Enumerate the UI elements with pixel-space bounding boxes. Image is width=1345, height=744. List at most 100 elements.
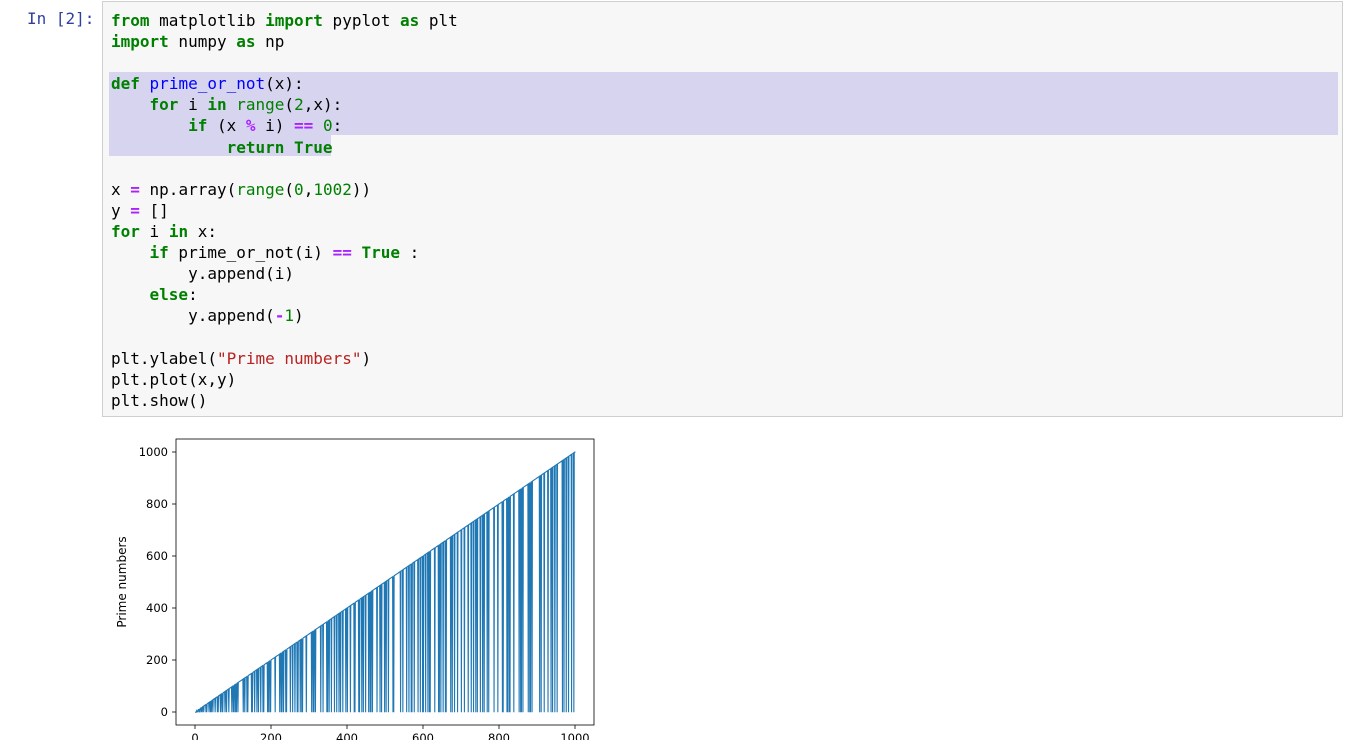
code-token: 0 xyxy=(294,179,304,199)
y-axis-label: Prime numbers xyxy=(115,536,129,627)
code-token: def xyxy=(111,74,140,94)
plot-frame xyxy=(175,438,595,726)
code-token: matplotlib xyxy=(149,11,266,30)
y-tick-label: 400 xyxy=(146,601,168,615)
code-token: y.append(i) xyxy=(111,264,295,284)
code-token: = xyxy=(130,179,140,199)
code-token: for xyxy=(111,221,140,241)
code-token: x: xyxy=(188,221,217,241)
code-token: plt.ylabel( xyxy=(111,348,217,368)
code-token: = xyxy=(130,200,140,220)
code-token xyxy=(111,95,150,114)
y-tick-label: 0 xyxy=(161,705,168,719)
x-tick-label: 400 xyxy=(336,731,358,740)
code-cell[interactable]: from matplotlib import pyplot as plt impo… xyxy=(102,1,1343,417)
output-area: 0 200 400 600 800 1000 0 200 400 600 800 1000 Prime … xyxy=(102,430,602,744)
code-token: np xyxy=(255,32,285,52)
code-token: numpy xyxy=(168,32,237,52)
y-tick-label: 600 xyxy=(146,549,168,563)
code-line: def prime_or_not(x): xyxy=(111,73,458,94)
code-line: plt.ylabel("Prime numbers") xyxy=(111,348,458,369)
code-line: plt.plot(x,y) xyxy=(111,369,458,390)
code-token: y xyxy=(111,200,131,220)
chart: 0 200 400 600 800 1000 0 200 400 600 800 1000 Prime … xyxy=(115,438,595,744)
code-token: pyplot xyxy=(322,11,400,30)
code-line: y.append(i) xyxy=(111,263,458,284)
code-token: ) xyxy=(361,348,372,368)
selection-highlight xyxy=(109,72,1338,135)
code-line: return True xyxy=(111,137,458,158)
code-token: plt.show() xyxy=(111,390,208,410)
code-token: i) xyxy=(255,116,295,136)
code-line: y.append(-1) xyxy=(111,305,458,326)
code-token: True xyxy=(361,243,400,263)
code-token xyxy=(111,285,150,304)
code-token: (x xyxy=(207,116,246,136)
code-editor[interactable]: from matplotlib import pyplot as plt impo… xyxy=(111,10,458,411)
code-token: 1002 xyxy=(313,179,352,199)
x-tick-label: 200 xyxy=(260,731,282,740)
code-token xyxy=(313,116,323,135)
code-token: return xyxy=(226,137,285,157)
y-tick-label: 200 xyxy=(146,653,168,667)
selection-highlight-tail xyxy=(109,135,331,156)
code-token: prime_or_not(i) xyxy=(168,243,333,263)
code-line: plt.show() xyxy=(111,390,458,411)
x-tick-label: 600 xyxy=(412,731,434,740)
code-token xyxy=(111,138,227,157)
code-line xyxy=(111,326,458,347)
code-line: if prime_or_not(i) == True : xyxy=(111,242,458,263)
code-token: as xyxy=(399,11,420,30)
code-line xyxy=(111,52,458,73)
code-token: : xyxy=(332,116,343,136)
cell-prompt: In [2]: xyxy=(27,9,95,28)
code-token: prime_or_not xyxy=(149,74,266,94)
series-line xyxy=(195,451,576,713)
code-line: from matplotlib import pyplot as plt xyxy=(111,10,458,31)
code-token xyxy=(111,116,188,135)
code-token: import xyxy=(111,32,169,52)
code-token: , xyxy=(303,179,314,199)
code-token: [] xyxy=(139,200,169,220)
code-token: : xyxy=(188,285,198,305)
code-line: for i in range(2,x): xyxy=(111,94,458,115)
code-token xyxy=(111,243,150,262)
code-token: 2 xyxy=(294,95,304,115)
code-token: plt xyxy=(419,11,458,30)
code-token: ,x): xyxy=(303,95,343,115)
code-line xyxy=(111,158,458,179)
y-tick-label: 800 xyxy=(146,497,168,511)
code-token: y.append( xyxy=(111,306,275,326)
code-token: plt.plot(x,y) xyxy=(111,369,237,389)
code-token: (x): xyxy=(265,74,304,94)
code-token: )) xyxy=(351,179,372,199)
code-token: if xyxy=(188,116,208,136)
code-token: in xyxy=(168,221,189,241)
code-token: "Prime numbers" xyxy=(216,348,362,368)
code-token: : xyxy=(400,243,420,263)
code-token: range xyxy=(236,95,285,115)
code-token: ) xyxy=(294,306,304,326)
code-token: else xyxy=(149,285,189,305)
x-tick-label: 800 xyxy=(488,731,510,740)
x-tick-label: 0 xyxy=(191,731,198,740)
code-token: 1 xyxy=(284,306,295,326)
code-token: i xyxy=(139,221,169,241)
code-token: x xyxy=(111,179,131,199)
code-line: for i in x: xyxy=(111,221,458,242)
code-line: if (x % i) == 0: xyxy=(111,115,458,136)
code-token: ( xyxy=(284,95,295,115)
code-token: from xyxy=(111,11,150,30)
code-token: for xyxy=(149,95,179,115)
code-token: i xyxy=(178,95,208,115)
code-token xyxy=(284,138,294,157)
code-token: - xyxy=(274,306,285,326)
code-token: == xyxy=(294,116,314,136)
code-token: np.array( xyxy=(139,179,237,199)
code-token: as xyxy=(236,32,256,52)
code-line: else: xyxy=(111,284,458,305)
y-tick-label: 1000 xyxy=(139,445,168,459)
code-token: 0 xyxy=(322,116,333,136)
code-token: True xyxy=(294,137,333,157)
code-token: in xyxy=(207,95,227,115)
